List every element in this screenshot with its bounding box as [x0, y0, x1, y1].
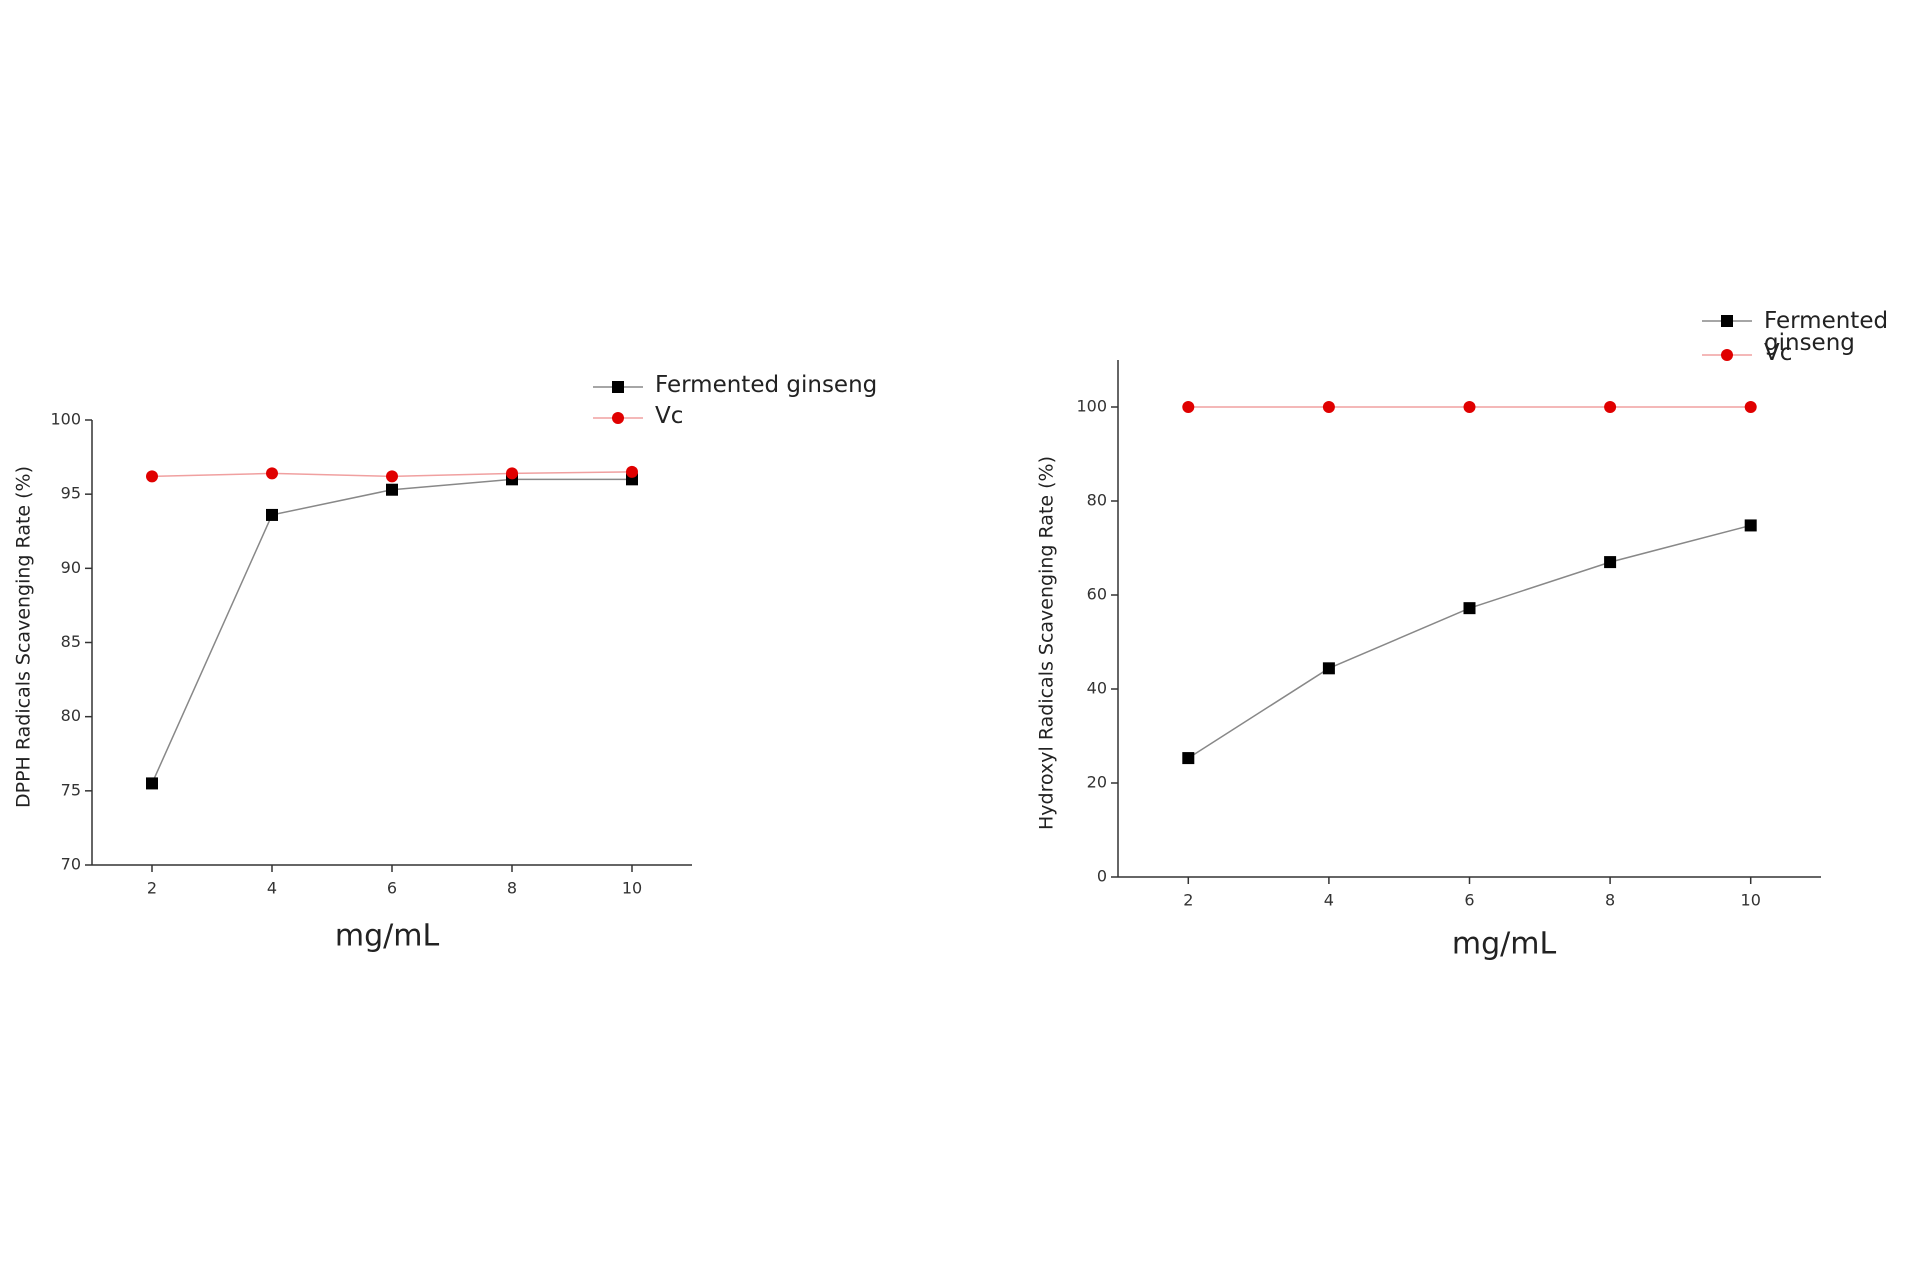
- data-point: [626, 465, 638, 478]
- x-tick-label: 2: [147, 879, 157, 898]
- x-tick-label: 10: [1741, 891, 1761, 910]
- data-point: [386, 470, 398, 483]
- data-point: [266, 467, 278, 480]
- data-point: [1744, 401, 1757, 413]
- legend-marker: [612, 381, 624, 393]
- series-line: [151, 478, 632, 784]
- data-point: [266, 508, 278, 521]
- data-point: [1322, 662, 1335, 675]
- legend-label: Vc: [1764, 340, 1793, 366]
- y-tick-label: 75: [61, 780, 81, 799]
- y-tick-label: 60: [1087, 585, 1107, 604]
- legend-label: Fermented ginseng: [655, 372, 878, 398]
- y-tick-label: 40: [1087, 679, 1107, 698]
- x-tick-label: 4: [1324, 891, 1334, 910]
- data-point: [1744, 519, 1757, 532]
- legend-label: Fermented ginseng: [1764, 308, 1889, 356]
- legend-marker: [1721, 349, 1733, 361]
- x-tick-label: 4: [267, 879, 277, 898]
- x-tick-label: 10: [622, 879, 642, 898]
- y-tick-label: 90: [61, 558, 81, 577]
- y-axis-title: DPPH Radicals Scavenging Rate (%): [13, 466, 35, 808]
- data-point: [1182, 401, 1195, 413]
- y-tick-label: 70: [61, 855, 81, 874]
- legend-marker: [612, 412, 624, 424]
- series-line: [1187, 524, 1751, 759]
- data-point: [1182, 752, 1195, 765]
- y-tick-label: 85: [61, 632, 81, 651]
- data-point: [1604, 401, 1617, 413]
- y-tick-label: 80: [61, 706, 81, 725]
- x-tick-label: 8: [1605, 891, 1615, 910]
- data-point: [1604, 556, 1617, 569]
- x-tick-label: 6: [1464, 891, 1474, 910]
- x-tick-label: 8: [507, 879, 517, 898]
- data-point: [1322, 401, 1335, 413]
- x-axis-title: mg/mL: [1452, 927, 1557, 962]
- data-point: [506, 467, 518, 480]
- x-tick-label: 2: [1183, 891, 1193, 910]
- y-tick-label: 100: [50, 410, 81, 429]
- x-tick-label: 6: [387, 879, 397, 898]
- data-point: [386, 483, 398, 496]
- y-tick-label: 80: [1087, 491, 1107, 510]
- data-point: [146, 777, 158, 790]
- y-tick-label: 100: [1076, 397, 1107, 416]
- legend-marker: [1721, 315, 1733, 327]
- data-point: [146, 470, 158, 483]
- y-tick-label: 95: [61, 484, 81, 503]
- data-point: [1463, 401, 1476, 413]
- x-axis-title: mg/mL: [335, 919, 440, 954]
- y-axis-title: Hydroxyl Radicals Scavenging Rate (%): [1036, 456, 1058, 830]
- y-tick-label: 0: [1097, 867, 1107, 886]
- legend-label: Vc: [655, 403, 684, 429]
- y-tick-label: 20: [1087, 773, 1107, 792]
- data-point: [1463, 602, 1476, 615]
